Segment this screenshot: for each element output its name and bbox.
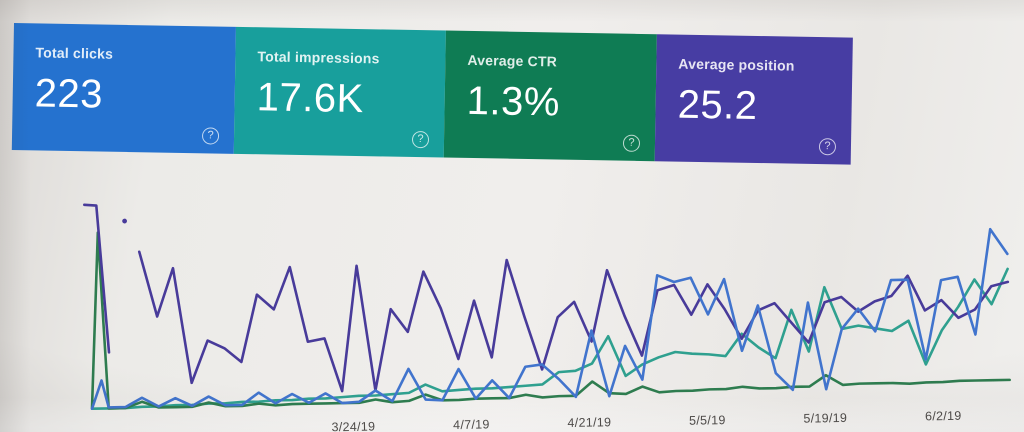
metric-card-average-ctr[interactable]: Average CTR 1.3% ? bbox=[443, 30, 657, 162]
metric-label: Average position bbox=[678, 55, 795, 74]
help-icon[interactable]: ? bbox=[622, 134, 641, 152]
x-axis-label: 5/5/19 bbox=[688, 413, 726, 428]
series-line-position bbox=[137, 250, 1010, 393]
series-line-position-start bbox=[82, 203, 111, 354]
metric-value: 223 bbox=[34, 71, 104, 117]
x-axis-label: 5/19/19 bbox=[803, 410, 848, 426]
x-axis-label: 4/21/19 bbox=[567, 415, 612, 430]
metric-value: 1.3% bbox=[466, 78, 561, 125]
metric-value: 17.6K bbox=[256, 75, 365, 122]
performance-chart-canvas[interactable] bbox=[0, 162, 1024, 425]
series-line-clicks bbox=[90, 227, 1009, 410]
x-axis-label: 4/7/19 bbox=[452, 417, 490, 432]
metric-value: 25.2 bbox=[677, 82, 758, 128]
series-point-position bbox=[122, 218, 128, 224]
metric-card-total-clicks[interactable]: Total clicks 223 ? bbox=[11, 23, 236, 154]
metric-cards-row: Total clicks 223 ? Total impressions 17.… bbox=[11, 23, 853, 165]
metric-card-total-impressions[interactable]: Total impressions 17.6K ? bbox=[233, 26, 446, 158]
x-axis-label: 6/2/19 bbox=[924, 408, 962, 424]
metric-label: Average CTR bbox=[467, 51, 558, 70]
metric-label: Total impressions bbox=[257, 48, 380, 67]
help-icon[interactable]: ? bbox=[201, 127, 220, 145]
help-icon[interactable]: ? bbox=[818, 138, 837, 156]
metric-label: Total clicks bbox=[35, 44, 114, 62]
performance-chart[interactable]: 3/24/19 4/7/19 4/21/19 5/5/19 5/19/19 6/2/19 bbox=[0, 162, 1024, 432]
help-icon[interactable]: ? bbox=[411, 130, 430, 149]
x-axis-label: 3/24/19 bbox=[331, 419, 376, 432]
metric-card-average-position[interactable]: Average position 25.2 ? bbox=[654, 34, 853, 165]
series-line-impressions bbox=[90, 267, 1009, 410]
